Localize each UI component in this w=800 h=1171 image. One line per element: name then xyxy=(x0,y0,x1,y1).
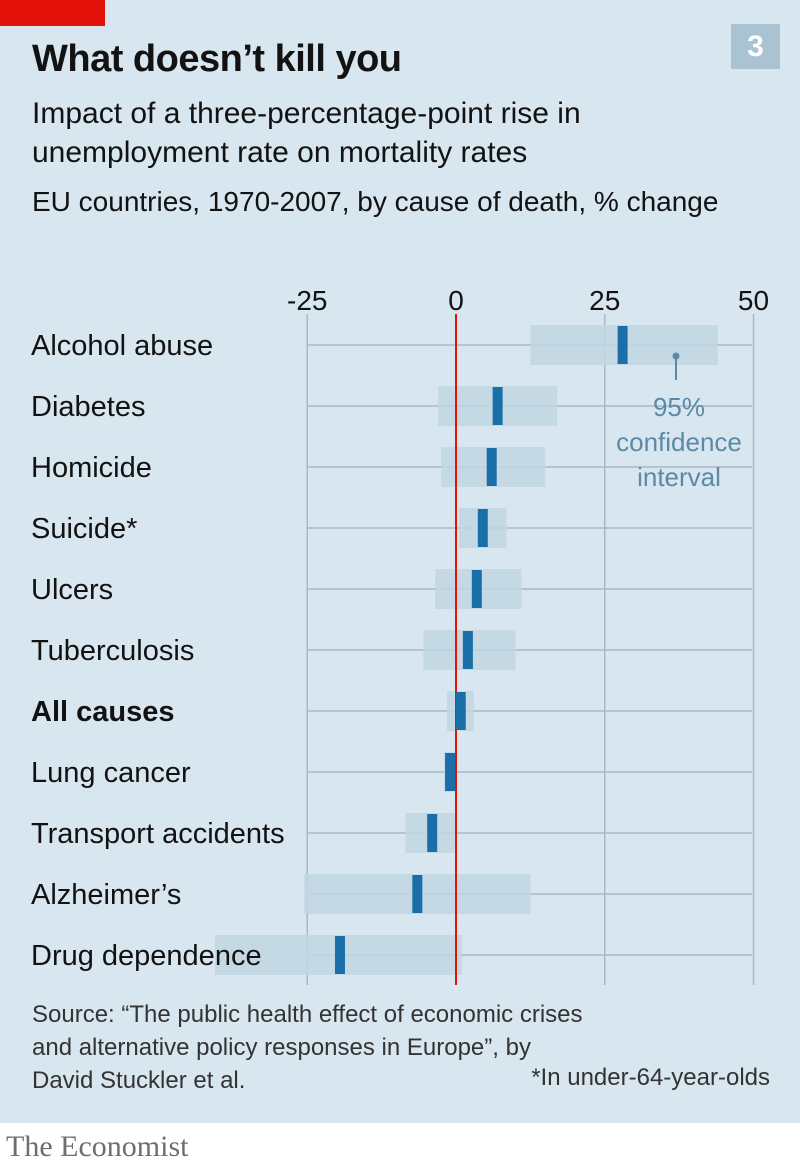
chart-description: EU countries, 1970-2007, by cause of dea… xyxy=(32,186,719,217)
row-label-suicide: Suicide* xyxy=(31,513,137,545)
estimate-marker-transport-accidents xyxy=(427,814,438,852)
estimate-marker-drug-dependence xyxy=(334,936,345,974)
footnote: *In under-64-year-olds xyxy=(531,1064,770,1091)
estimate-marker-lung-cancer xyxy=(445,753,456,791)
row-label-tuberculosis: Tuberculosis xyxy=(31,635,194,667)
row-label-all-causes: All causes xyxy=(31,696,174,728)
chart-subtitle: Impact of a three-percentage-point rise … xyxy=(32,97,581,169)
row-label-diabetes: Diabetes xyxy=(31,391,145,423)
chart-title: What doesn’t kill you xyxy=(32,38,402,80)
row-label-ulcers: Ulcers xyxy=(31,574,113,606)
row-label-alcohol-abuse: Alcohol abuse xyxy=(31,330,213,362)
x-tick-label-50: 50 xyxy=(738,285,769,316)
row-label-lung-cancer: Lung cancer xyxy=(31,757,191,789)
chart-number-badge: 3 xyxy=(731,24,780,69)
annotation-text-line-2: confidence xyxy=(616,427,742,457)
estimate-marker-alzheimer-s xyxy=(412,875,423,913)
brand-red-tag xyxy=(0,0,105,26)
estimate-marker-diabetes xyxy=(492,387,503,425)
x-tick-label-25: 25 xyxy=(589,285,620,316)
x-tick-label--25: -25 xyxy=(287,285,327,316)
source-note: Source: “The public health effect of eco… xyxy=(32,1001,583,1094)
estimate-marker-alcohol-abuse xyxy=(617,326,628,364)
estimate-marker-all-causes xyxy=(455,692,466,730)
estimate-marker-suicide xyxy=(477,509,488,547)
row-label-alzheimer-s: Alzheimer’s xyxy=(31,879,181,911)
brand-logo-text: The Economist xyxy=(6,1130,189,1163)
mortality-chart: -25 0 25 50 Alcohol abuse Diabetes Homicide Sui… xyxy=(31,285,769,985)
row-label-homicide: Homicide xyxy=(31,452,152,484)
estimate-marker-ulcers xyxy=(471,570,482,608)
row-label-drug-dependence: Drug dependence xyxy=(31,940,262,972)
estimate-marker-homicide xyxy=(486,448,497,486)
row-label-transport-accidents: Transport accidents xyxy=(31,818,285,850)
annotation-dot xyxy=(672,352,680,360)
annotation-text-line-3: interval xyxy=(637,462,721,492)
x-tick-label-0: 0 xyxy=(448,285,464,316)
estimate-marker-tuberculosis xyxy=(462,631,473,669)
annotation-text-line-1: 95% xyxy=(653,392,705,422)
